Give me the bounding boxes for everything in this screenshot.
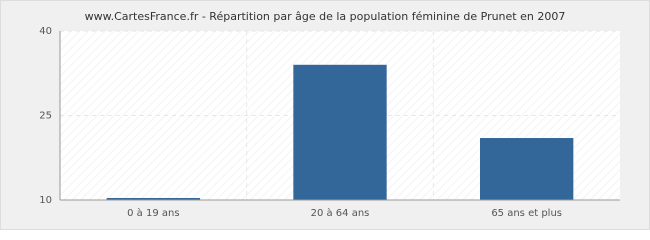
bar bbox=[293, 64, 387, 200]
y-tick-label: 40 bbox=[39, 26, 52, 37]
x-tick-label: 0 à 19 ans bbox=[127, 207, 179, 219]
y-tick-label: 25 bbox=[39, 111, 52, 122]
bar bbox=[480, 138, 574, 200]
x-tick-label: 20 à 64 ans bbox=[311, 207, 370, 219]
y-tick-label: 10 bbox=[39, 195, 52, 206]
chart: www.CartesFrance.fr - Répartition par âg… bbox=[0, 0, 650, 230]
chart-title: www.CartesFrance.fr - Répartition par âg… bbox=[85, 10, 566, 23]
x-tick-label: 65 ans et plus bbox=[491, 208, 562, 219]
bar bbox=[106, 198, 200, 200]
